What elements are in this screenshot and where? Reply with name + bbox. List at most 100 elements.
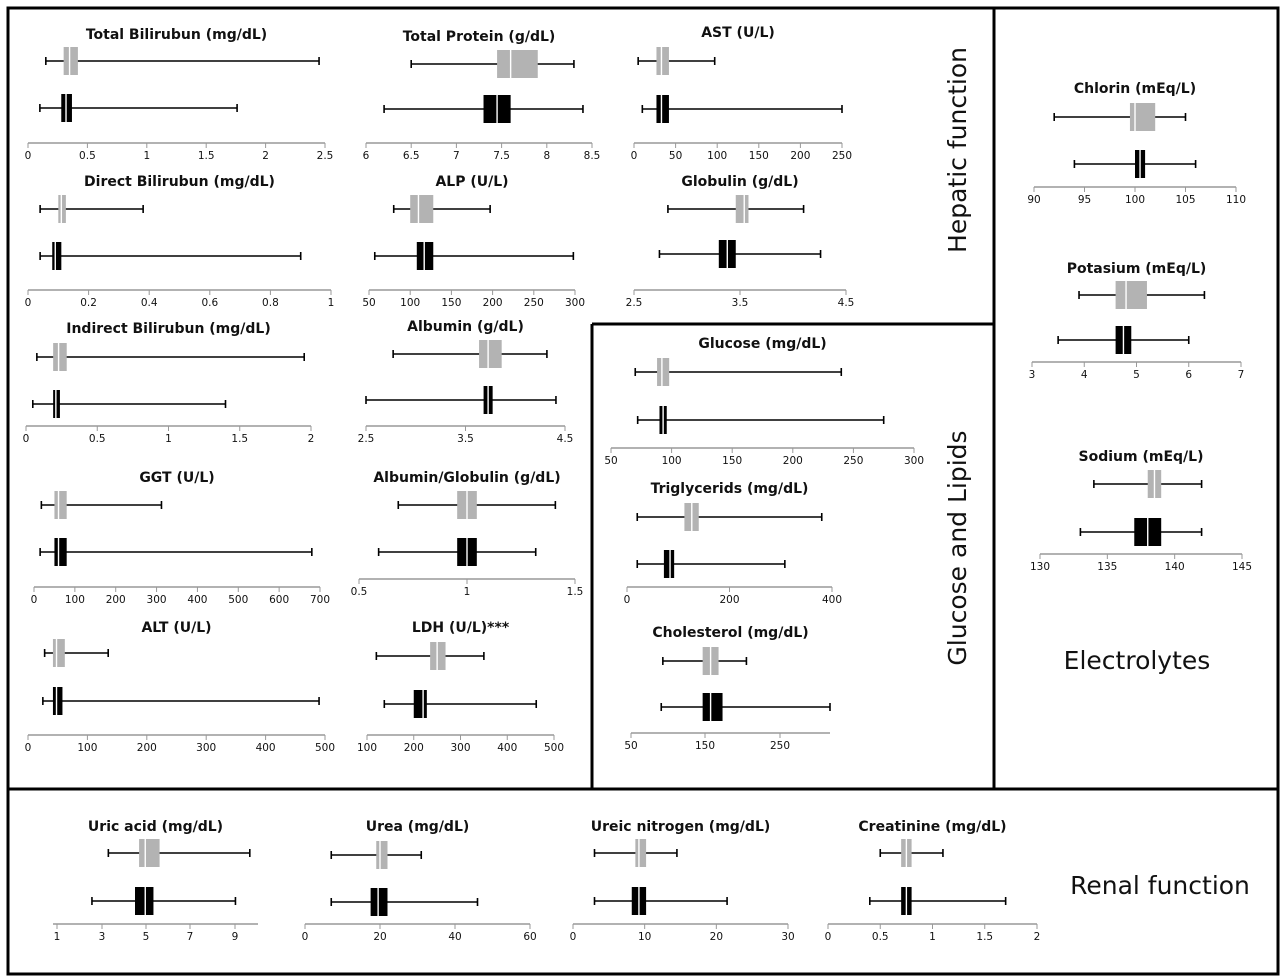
panel-potasium-meq-l: Potasium (mEq/L) 3 4 5 6 7 [1029, 261, 1245, 381]
x-tick-label: 0.2 [80, 297, 97, 309]
x-tick-label: 0 [624, 594, 631, 606]
reference-box-urea-mg-dl [330, 841, 423, 869]
x-tick-label: 400 [497, 742, 517, 754]
x-tick-label: 145 [1232, 561, 1252, 573]
x-tick-label: 135 [1097, 561, 1117, 573]
x-tick-label: 7 [1238, 369, 1245, 381]
charts-layer: Total Bilirubun (mg/dL)0 0.5 1 1.5 2 2.5Total… [23, 25, 1252, 943]
x-tick-label: 3 [99, 931, 106, 943]
panel-ggt-u-l: GGT (U/L) 0 100 200 300 400 500 600 700 [31, 470, 330, 606]
panel-title-chlorin-meq-l: Chlorin (mEq/L) [1074, 81, 1196, 97]
x-tick-label: 0 [23, 433, 30, 445]
reference-box-alt-u-l [43, 639, 109, 667]
iqr-box [657, 358, 670, 386]
patient-box-ggt-u-l [39, 538, 313, 566]
panel-total-protein-g-dl: Total Protein (g/dL) 6 6.5 7 7.5 8 8.5 [363, 29, 601, 162]
x-tick-label: 200 [483, 297, 503, 309]
panel-uric-acid-mg-dl: Uric acid (mg/dL) 1 3 5 7 9 [53, 819, 258, 943]
panel-globulin-g-dl: Globulin (g/dL) 2.5 3.5 4.5 [626, 174, 855, 309]
x-tick-label: 100 [707, 150, 727, 162]
patient-box-creatinine-mg-dl [868, 887, 1007, 915]
reference-box-triglycerids-mg-dl [636, 503, 823, 531]
iqr-box [370, 888, 388, 916]
reference-box-ldh-u-l [375, 642, 485, 670]
x-tick-label: 50 [624, 740, 637, 752]
x-tick-label: 300 [565, 297, 585, 309]
panel-creatinine-mg-dl: Creatinine (mg/dL) 0 0.5 1 1.5 2 [825, 819, 1041, 943]
panel-direct-bilirubun-mg-dl: Direct Bilirubun (mg/dL) 0 0.2 0.4 0.6 0.8 1 [25, 174, 335, 309]
x-tick-label: 200 [137, 742, 157, 754]
panel-title-ldh-u-l: LDH (U/L)*** [412, 620, 510, 636]
x-tick-label: 1 [328, 297, 335, 309]
x-tick-label: 0.4 [141, 297, 158, 309]
iqr-box [663, 550, 675, 578]
x-tick-label: 400 [822, 594, 842, 606]
x-tick-label: 7 [187, 931, 194, 943]
x-tick-label: 6 [1185, 369, 1192, 381]
x-tick-label: 1.5 [231, 433, 248, 445]
x-tick-label: 6.5 [403, 150, 420, 162]
panel-title-ast-u-l: AST (U/L) [701, 25, 775, 41]
x-tick-label: 1 [929, 931, 936, 943]
x-tick-label: 2 [308, 433, 315, 445]
patient-box-uric-acid-mg-dl [91, 887, 237, 915]
reference-box-ast-u-l [637, 47, 716, 75]
iqr-box [52, 639, 65, 667]
x-tick-label: 300 [904, 455, 924, 467]
x-tick-label: 2.5 [358, 433, 375, 445]
panel-ldh-u-l: LDH (U/L)*** 100 200 300 400 500 [357, 620, 564, 754]
x-tick-label: 300 [450, 742, 470, 754]
x-tick-label: 400 [187, 594, 207, 606]
x-tick-label: 10 [638, 931, 651, 943]
reference-box-cholesterol-mg-dl [662, 647, 748, 675]
iqr-box [656, 47, 669, 75]
x-tick-label: 0.5 [872, 931, 889, 943]
iqr-box [702, 693, 723, 721]
x-tick-label: 130 [1030, 561, 1050, 573]
x-tick-label: 100 [1125, 194, 1145, 206]
x-tick-label: 1 [165, 433, 172, 445]
panel-title-ggt-u-l: GGT (U/L) [139, 470, 214, 486]
x-tick-label: 60 [523, 931, 536, 943]
x-tick-label: 0 [631, 150, 638, 162]
x-tick-label: 50 [362, 297, 375, 309]
x-tick-label: 250 [843, 455, 863, 467]
patient-box-sodium-meq-l [1079, 518, 1203, 546]
panel-title-creatinine-mg-dl: Creatinine (mg/dL) [858, 819, 1006, 835]
x-tick-label: 4.5 [838, 297, 855, 309]
x-tick-label: 30 [781, 931, 794, 943]
panel-title-potasium-meq-l: Potasium (mEq/L) [1067, 261, 1207, 277]
x-tick-label: 250 [770, 740, 790, 752]
section-label-glucose-lipids: Glucose and Lipids [943, 430, 972, 665]
patient-box-total-bilirubun-mg-dl [39, 94, 238, 122]
reference-box-sodium-meq-l [1093, 470, 1203, 498]
x-tick-label: 0.5 [351, 586, 368, 598]
panel-albumin-globulin-g-dl: Albumin/Globulin (g/dL) 0.5 1 1.5 [351, 470, 584, 598]
panel-title-total-protein-g-dl: Total Protein (g/dL) [403, 29, 556, 45]
x-tick-label: 200 [783, 455, 803, 467]
iqr-box [413, 690, 427, 718]
x-tick-label: 3.5 [732, 297, 749, 309]
x-tick-label: 400 [256, 742, 276, 754]
panel-title-ureic-nitrogen-mg-dl: Ureic nitrogen (mg/dL) [591, 819, 771, 835]
x-tick-label: 150 [749, 150, 769, 162]
x-tick-label: 1 [143, 150, 150, 162]
iqr-box [135, 887, 154, 915]
panel-alt-u-l: ALT (U/L) 0 100 200 300 400 500 [25, 620, 335, 754]
x-tick-label: 700 [310, 594, 330, 606]
x-tick-label: 1 [54, 931, 61, 943]
panel-title-globulin-g-dl: Globulin (g/dL) [681, 174, 798, 190]
x-tick-label: 5 [1133, 369, 1140, 381]
x-tick-label: 7.5 [493, 150, 510, 162]
patient-box-albumin-g-dl [365, 386, 557, 414]
x-tick-label: 100 [77, 742, 97, 754]
reference-box-indirect-bilirubun-mg-dl [36, 343, 306, 371]
panel-title-indirect-bilirubun-mg-dl: Indirect Bilirubun (mg/dL) [66, 321, 271, 337]
panel-indirect-bilirubun-mg-dl: Indirect Bilirubun (mg/dL) 0 0.5 1 1.5 2 [23, 321, 315, 445]
x-tick-label: 9 [232, 931, 239, 943]
panel-title-albumin-globulin-g-dl: Albumin/Globulin (g/dL) [373, 470, 560, 486]
x-tick-label: 0 [825, 931, 832, 943]
panel-title-triglycerids-mg-dl: Triglycerids (mg/dL) [651, 481, 809, 497]
patient-box-alt-u-l [42, 687, 320, 715]
iqr-box [735, 195, 749, 223]
